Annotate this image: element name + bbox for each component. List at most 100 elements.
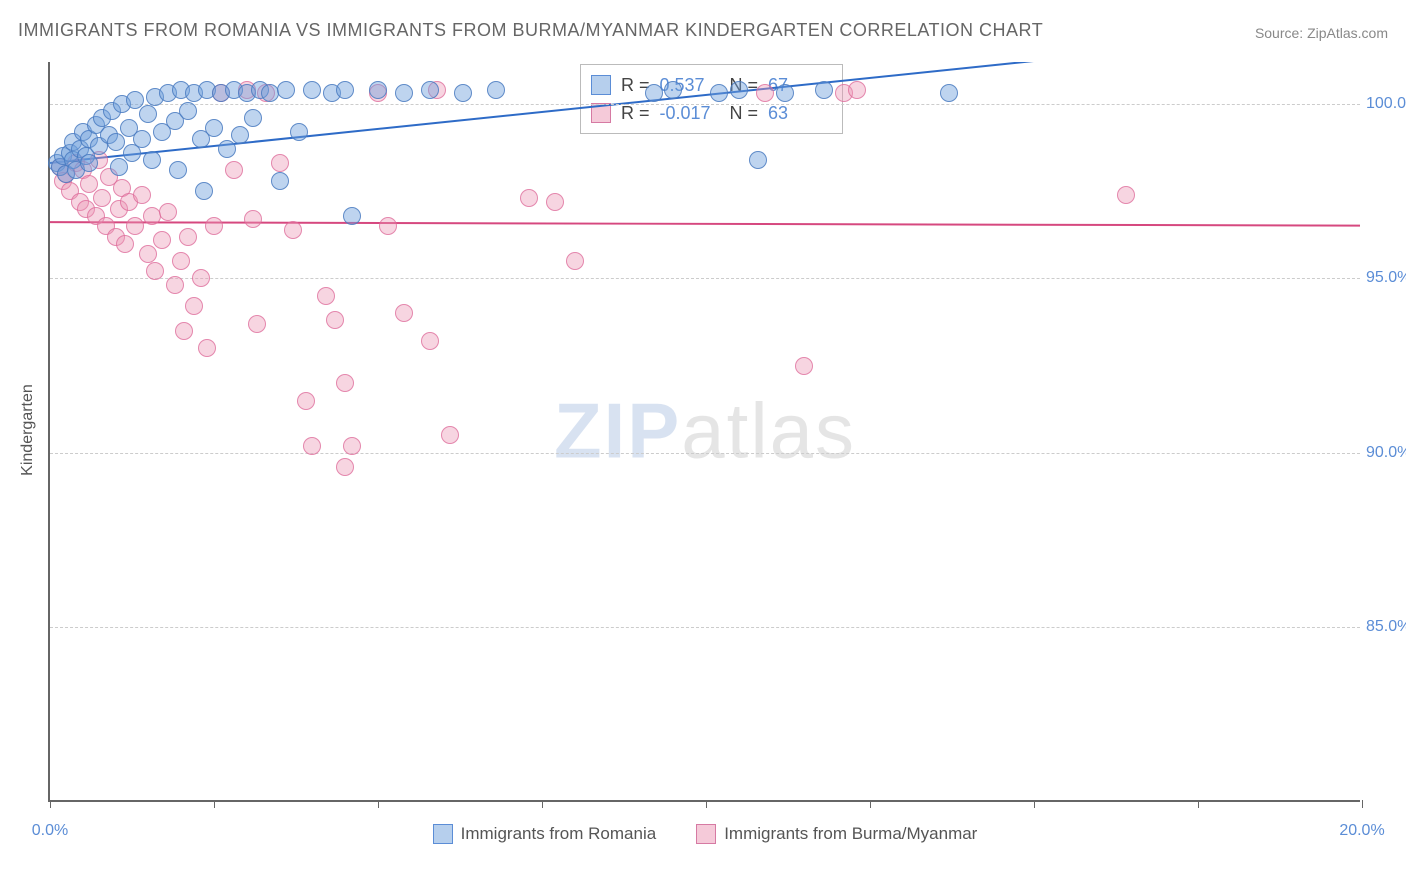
data-point (277, 81, 295, 99)
x-tick (50, 800, 51, 808)
data-point (379, 217, 397, 235)
legend-swatch (591, 75, 611, 95)
y-axis-label: Kindergarten (19, 384, 37, 476)
data-point (303, 437, 321, 455)
series-legend-item: Immigrants from Burma/Myanmar (696, 824, 977, 844)
data-point (317, 287, 335, 305)
data-point (248, 315, 266, 333)
data-point (940, 84, 958, 102)
data-point (179, 102, 197, 120)
data-point (343, 437, 361, 455)
data-point (172, 252, 190, 270)
data-point (139, 105, 157, 123)
data-point (231, 126, 249, 144)
plot-area: ZIPatlas R =0.537N =67R =-0.017N =63 Imm… (48, 62, 1360, 802)
data-point (175, 322, 193, 340)
data-point (336, 458, 354, 476)
data-point (326, 311, 344, 329)
x-tick (378, 800, 379, 808)
data-point (546, 193, 564, 211)
data-point (776, 84, 794, 102)
trend-lines (50, 62, 1360, 800)
data-point (795, 357, 813, 375)
legend-swatch (591, 103, 611, 123)
data-point (169, 161, 187, 179)
data-point (487, 81, 505, 99)
data-point (343, 207, 361, 225)
data-point (133, 130, 151, 148)
series-legend: Immigrants from Romania Immigrants from B… (50, 824, 1360, 844)
data-point (336, 374, 354, 392)
data-point (244, 109, 262, 127)
x-tick (1198, 800, 1199, 808)
data-point (421, 81, 439, 99)
data-point (297, 392, 315, 410)
data-point (195, 182, 213, 200)
x-tick (542, 800, 543, 808)
gridline (50, 104, 1360, 105)
data-point (261, 84, 279, 102)
data-point (395, 84, 413, 102)
x-tick (706, 800, 707, 808)
data-point (848, 81, 866, 99)
data-point (441, 426, 459, 444)
y-tick-label: 100.0% (1366, 95, 1406, 113)
data-point (143, 207, 161, 225)
data-point (290, 123, 308, 141)
data-point (205, 119, 223, 137)
data-point (179, 228, 197, 246)
source-label: Source: ZipAtlas.com (1255, 25, 1388, 41)
x-tick (870, 800, 871, 808)
data-point (205, 217, 223, 235)
series-legend-item: Immigrants from Romania (433, 824, 657, 844)
y-tick-label: 95.0% (1366, 269, 1406, 287)
data-point (110, 158, 128, 176)
data-point (271, 172, 289, 190)
data-point (520, 189, 538, 207)
y-tick-label: 85.0% (1366, 618, 1406, 636)
legend-swatch (433, 824, 453, 844)
data-point (192, 269, 210, 287)
data-point (284, 221, 302, 239)
x-tick (1362, 800, 1363, 808)
data-point (645, 84, 663, 102)
x-tick-label: 20.0% (1339, 822, 1384, 840)
data-point (395, 304, 413, 322)
series-legend-label: Immigrants from Romania (461, 824, 657, 844)
legend-swatch (696, 824, 716, 844)
data-point (369, 81, 387, 99)
gridline (50, 453, 1360, 454)
data-point (271, 154, 289, 172)
data-point (730, 81, 748, 99)
data-point (107, 133, 125, 151)
x-tick-label: 0.0% (32, 822, 68, 840)
data-point (710, 84, 728, 102)
data-point (126, 217, 144, 235)
data-point (749, 151, 767, 169)
gridline (50, 278, 1360, 279)
data-point (80, 154, 98, 172)
x-tick (1034, 800, 1035, 808)
data-point (166, 276, 184, 294)
data-point (146, 262, 164, 280)
chart-title: IMMIGRANTS FROM ROMANIA VS IMMIGRANTS FR… (18, 20, 1043, 41)
y-tick-label: 90.0% (1366, 444, 1406, 462)
series-legend-label: Immigrants from Burma/Myanmar (724, 824, 977, 844)
data-point (336, 81, 354, 99)
gridline (50, 627, 1360, 628)
data-point (198, 339, 216, 357)
data-point (139, 245, 157, 263)
watermark: ZIPatlas (554, 386, 856, 477)
data-point (303, 81, 321, 99)
data-point (185, 297, 203, 315)
data-point (143, 151, 161, 169)
data-point (159, 203, 177, 221)
data-point (133, 186, 151, 204)
data-point (454, 84, 472, 102)
data-point (225, 161, 243, 179)
data-point (664, 81, 682, 99)
data-point (1117, 186, 1135, 204)
data-point (244, 210, 262, 228)
data-point (421, 332, 439, 350)
data-point (815, 81, 833, 99)
